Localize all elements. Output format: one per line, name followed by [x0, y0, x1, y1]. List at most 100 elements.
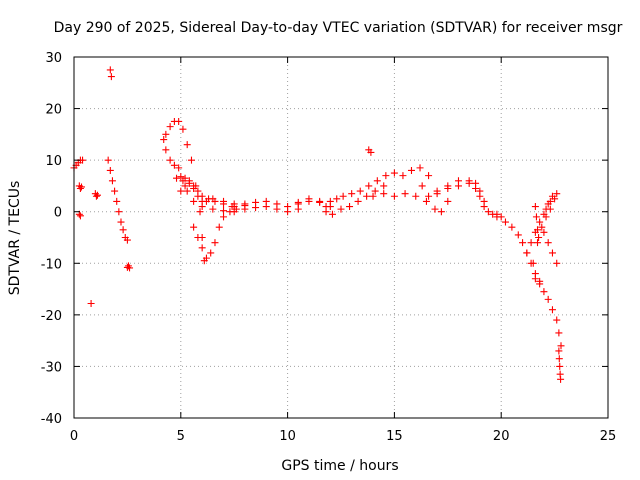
data-point	[544, 239, 552, 247]
y-tick-label: -20	[41, 309, 62, 324]
data-point	[557, 375, 565, 383]
data-point	[196, 208, 204, 216]
series-seg-v	[433, 177, 488, 205]
data-point	[181, 174, 189, 182]
data-point	[454, 177, 462, 185]
data-point	[534, 226, 542, 234]
series-seg-y	[531, 275, 565, 350]
data-point	[365, 182, 373, 190]
data-point	[531, 203, 539, 211]
x-tick-label: 20	[493, 429, 510, 444]
data-point	[162, 146, 170, 154]
data-point	[185, 179, 193, 187]
x-axis-title: GPS time / hours	[281, 458, 398, 474]
data-point	[202, 197, 210, 205]
data-point	[190, 185, 198, 193]
axis-ticks: 0 5 10 15 20 25 -40 -30 -20 -10 0 10 20 30	[41, 51, 617, 444]
data-point	[480, 203, 488, 211]
series-seg-s	[365, 146, 375, 156]
data-point	[555, 329, 563, 337]
data-point	[220, 197, 228, 205]
x-tick-label: 10	[279, 429, 296, 444]
data-point	[540, 210, 548, 218]
data-point	[536, 218, 544, 226]
data-point	[548, 192, 556, 200]
data-point	[241, 205, 249, 213]
data-point	[431, 205, 439, 213]
data-point	[465, 177, 473, 185]
data-point	[348, 190, 356, 198]
data-point	[126, 264, 134, 272]
data-point	[371, 187, 379, 195]
data-point	[373, 177, 381, 185]
series-seg-t	[369, 179, 473, 205]
data-point	[316, 198, 324, 206]
data-point	[418, 182, 426, 190]
series-seg-ac	[531, 203, 543, 241]
series-seg-q	[322, 164, 433, 211]
data-point	[202, 254, 210, 262]
data-point	[111, 187, 119, 195]
data-point	[194, 234, 202, 241]
data-point	[207, 249, 215, 257]
data-point	[226, 208, 234, 216]
y-tick-label: -40	[41, 412, 62, 427]
data-point	[190, 197, 198, 205]
data-point	[115, 208, 123, 216]
data-point	[108, 177, 116, 185]
series-seg-d	[87, 300, 95, 308]
data-point	[501, 218, 509, 226]
data-point	[79, 156, 87, 164]
data-point	[514, 231, 522, 239]
data-point	[422, 197, 430, 205]
data-point	[553, 190, 561, 198]
data-point	[546, 197, 554, 205]
data-point	[390, 169, 398, 177]
data-point	[117, 218, 125, 226]
data-point	[363, 192, 371, 200]
data-point	[532, 213, 540, 221]
series-seg-g	[104, 156, 131, 244]
data-point	[557, 342, 565, 350]
data-point	[433, 187, 441, 195]
data-point	[179, 125, 187, 133]
series-seg-o	[241, 203, 302, 216]
data-point	[181, 182, 189, 190]
data-point	[183, 141, 191, 149]
data-point	[535, 234, 543, 241]
data-point	[284, 208, 292, 216]
plot-frame	[73, 56, 609, 419]
data-point	[209, 205, 217, 213]
series-seg-u	[418, 182, 452, 216]
y-tick-label: -30	[41, 360, 62, 375]
data-point	[527, 239, 535, 247]
data-point	[356, 187, 364, 195]
data-point	[519, 239, 527, 247]
data-point	[328, 210, 336, 218]
data-point	[548, 306, 556, 314]
series-seg-e	[91, 190, 101, 200]
data-point	[531, 275, 539, 283]
data-point	[497, 213, 505, 221]
data-points	[70, 66, 565, 383]
data-point	[416, 164, 424, 172]
data-point	[399, 172, 407, 180]
data-point	[425, 172, 433, 180]
data-point	[493, 210, 501, 218]
series-seg-j	[162, 146, 238, 216]
data-point	[380, 182, 388, 190]
series-seg-a	[70, 156, 87, 172]
data-point	[187, 156, 195, 164]
series-seg-m	[177, 179, 249, 210]
data-point	[76, 185, 84, 193]
data-point	[107, 73, 115, 81]
data-point	[230, 203, 238, 211]
x-tick-label: 0	[70, 429, 78, 444]
y-tick-label: 0	[54, 206, 62, 221]
data-point	[437, 208, 445, 216]
x-tick-label: 5	[177, 429, 185, 444]
chart-title: Day 290 of 2025, Sidereal Day-to-day VTE…	[54, 20, 623, 36]
data-point	[220, 207, 228, 215]
data-point	[555, 347, 563, 355]
data-point	[536, 280, 544, 288]
